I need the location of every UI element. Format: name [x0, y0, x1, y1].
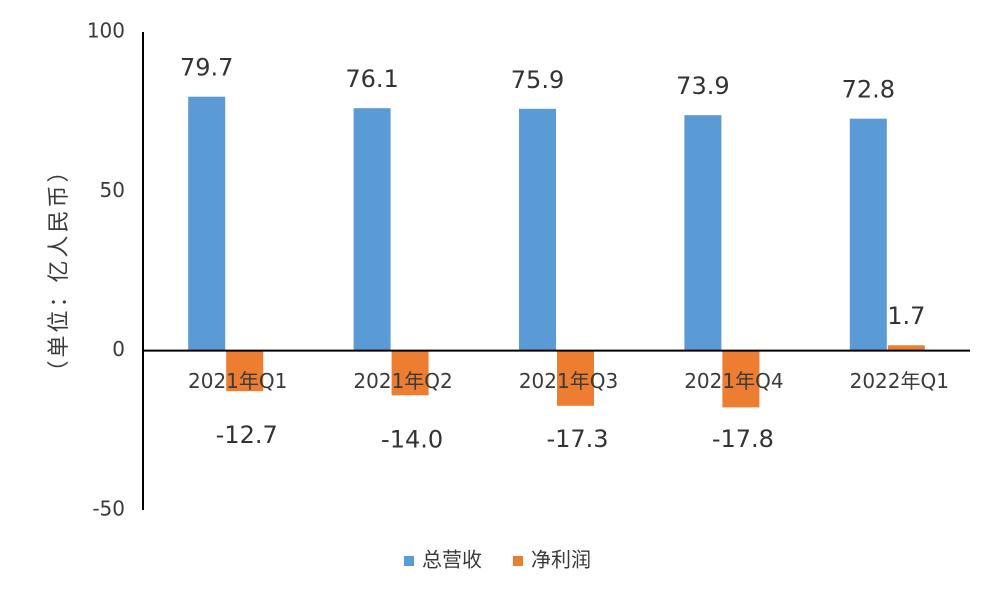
data-label-revenue: 75.9: [511, 66, 564, 94]
bars: [188, 96, 925, 408]
y-axis-label: （单位：亿人民币）: [47, 157, 72, 382]
data-label-revenue: 72.8: [842, 76, 895, 104]
x-tick-label: 2021年Q3: [519, 369, 618, 393]
data-label-net-profit: -17.3: [546, 425, 608, 453]
data-labels: 79.7 76.1 75.9 73.9 72.8 -12.7 -14.0 -17.3 -17.8…: [180, 54, 925, 454]
y-tick-label: -50: [92, 497, 125, 521]
legend-label-revenue: 总营收: [422, 548, 482, 572]
y-tick-label: 50: [100, 178, 125, 202]
x-tick-label: 2021年Q2: [353, 369, 452, 393]
category-labels: 2021年Q1 2021年Q2 2021年Q3 2021年Q4 2022年Q1: [188, 369, 949, 393]
legend-swatch-net-profit: [513, 556, 523, 566]
x-tick-label: 2021年Q4: [684, 369, 783, 393]
legend-label-net-profit: 净利润: [531, 548, 591, 572]
legend-swatch-revenue: [404, 556, 414, 566]
bar-revenue: [849, 118, 887, 351]
y-axis: -50 0 50 100: [87, 19, 144, 521]
bar-revenue: [519, 108, 556, 351]
bar-net-profit: [226, 350, 264, 392]
data-label-net-profit: -14.0: [381, 425, 443, 453]
bar-revenue: [353, 108, 391, 351]
legend: 总营收 净利润: [404, 548, 591, 572]
data-label-net-profit: -17.8: [712, 425, 774, 453]
y-tick-label: 100: [87, 19, 125, 43]
bar-revenue: [188, 96, 226, 351]
data-label-net-profit: -12.7: [216, 421, 278, 449]
bar-net-profit: [391, 350, 429, 396]
data-label-net-profit: 1.7: [887, 302, 925, 330]
bar-revenue: [684, 115, 722, 351]
data-label-revenue: 79.7: [180, 54, 233, 82]
bar-net-profit: [722, 350, 760, 408]
y-tick-label: 0: [112, 337, 125, 361]
bar-net-profit: [557, 350, 594, 406]
x-tick-label: 2021年Q1: [188, 369, 287, 393]
data-label-revenue: 76.1: [345, 65, 398, 93]
x-tick-label: 2022年Q1: [850, 369, 949, 393]
data-label-revenue: 73.9: [676, 72, 729, 100]
bar-net-profit: [887, 345, 925, 351]
